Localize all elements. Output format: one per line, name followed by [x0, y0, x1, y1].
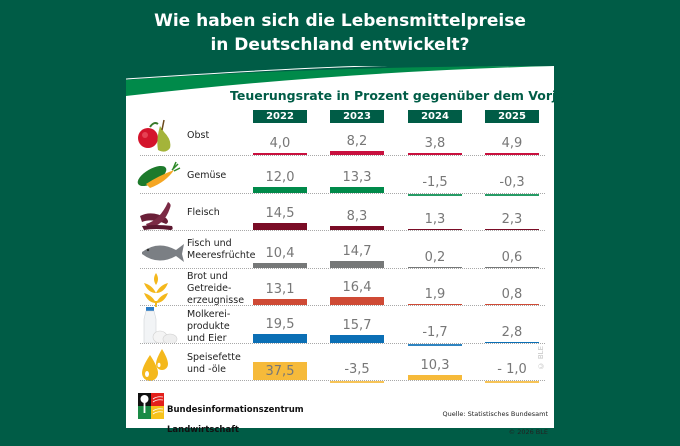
- bar-speisefette-und-öle-2025: [485, 381, 539, 383]
- value-label-molkerei-produkte-und-eier-2022: 19,5: [265, 316, 295, 332]
- row-baseline: [140, 155, 545, 156]
- decorative-swoosh: [126, 66, 554, 96]
- value-label-gemüse-2024: -1,5: [422, 175, 448, 190]
- bar-fisch-und-meeresfrüchte-2024: [408, 266, 462, 268]
- bar-brot-und-getreide-erzeugnisse-2022: [253, 298, 307, 305]
- row-label-fisch-und-meeresfrüchte: Fisch und Meeresfrüchte: [187, 238, 256, 261]
- title-line-2: in Deutschland entwickelt?: [210, 35, 470, 55]
- value-label-obst-2023: 8,2: [346, 134, 368, 150]
- bar-fisch-und-meeresfrüchte-2025: [485, 266, 539, 268]
- source-credit: Quelle: Statistisches Bundesamt © 2026 B…: [443, 401, 548, 446]
- value-label-gemüse-2022: 12,0: [265, 170, 295, 186]
- value-label-speisefette-und-öle-2025: - 1,0: [497, 362, 527, 377]
- value-label-fleisch-2025: 2,3: [501, 211, 523, 227]
- sausage-icon: [140, 202, 173, 230]
- bar-molkerei-produkte-und-eier-2024: [408, 344, 462, 346]
- value-label-brot-und-getreide-erzeugnisse-2025: 0,8: [501, 286, 523, 302]
- fish-icon: [142, 244, 184, 262]
- bar-molkerei-produkte-und-eier-2022: [253, 333, 307, 343]
- bar-gemüse-2025: [485, 194, 539, 196]
- title-line-1: Wie haben sich die Lebensmittelpreise: [154, 11, 526, 31]
- fruit-icon: [138, 119, 171, 152]
- year-header-2022: 2022: [253, 110, 307, 123]
- bar-brot-und-getreide-erzeugnisse-2024: [408, 303, 462, 305]
- org-line-1: Bundesinformationszentrum: [167, 405, 304, 415]
- grain-icon: [144, 273, 168, 307]
- value-label-gemüse-2025: -0,3: [499, 175, 525, 190]
- chart-card: [126, 66, 554, 428]
- org-line-2: Landwirtschaft: [167, 425, 239, 435]
- source-line-2: © 2026 BLE: [508, 428, 548, 436]
- row-baseline: [140, 193, 545, 194]
- oil-drops-icon: [142, 349, 168, 381]
- vegetable-icon: [137, 161, 181, 188]
- row-baseline: [140, 343, 545, 344]
- bar-brot-und-getreide-erzeugnisse-2023: [330, 297, 384, 305]
- bar-fleisch-2022: [253, 223, 307, 230]
- bar-molkerei-produkte-und-eier-2023: [330, 335, 384, 343]
- bar-fleisch-2023: [330, 226, 384, 230]
- value-label-fisch-und-meeresfrüchte-2022: 10,4: [265, 246, 295, 261]
- value-label-molkerei-produkte-und-eier-2025: 2,8: [501, 324, 523, 340]
- row-label-brot-und-getreide-erzeugnisse: Brot und Getreide- erzeugnisse: [187, 271, 245, 306]
- row-baseline: [140, 268, 545, 269]
- row-label-speisefette-und-öle: Speisefette und -öle: [187, 352, 241, 375]
- bar-gemüse-2024: [408, 194, 462, 196]
- bar-obst-2025: [485, 152, 539, 155]
- source-line-1: Quelle: Statistisches Bundesamt: [442, 410, 548, 418]
- milk-eggs-icon: [143, 307, 178, 343]
- value-label-obst-2024: 3,8: [424, 136, 446, 152]
- vertical-credit: © BLE: [537, 346, 545, 370]
- ble-logo-icon: [138, 393, 164, 419]
- value-label-brot-und-getreide-erzeugnisse-2023: 16,4: [342, 280, 372, 296]
- bar-obst-2024: [408, 153, 462, 155]
- value-label-fleisch-2022: 14,5: [265, 206, 295, 222]
- bar-molkerei-produkte-und-eier-2025: [485, 341, 539, 343]
- bar-speisefette-und-öle-2022: [253, 362, 307, 380]
- year-header-2024: 2024: [408, 110, 462, 123]
- value-label-molkerei-produkte-und-eier-2024: -1,7: [422, 325, 448, 340]
- value-label-fisch-und-meeresfrüchte-2024: 0,2: [424, 249, 446, 265]
- row-baseline: [140, 380, 545, 381]
- row-baseline: [140, 230, 545, 231]
- bar-speisefette-und-öle-2023: [330, 381, 384, 383]
- value-label-fleisch-2024: 1,3: [424, 211, 446, 227]
- value-label-gemüse-2023: 13,3: [342, 169, 372, 185]
- year-header-2023: 2023: [330, 110, 384, 123]
- bar-speisefette-und-öle-2024: [408, 375, 462, 380]
- page-title: Wie haben sich die Lebensmittelpreise in…: [0, 9, 680, 57]
- bar-obst-2022: [253, 153, 307, 155]
- value-label-fleisch-2023: 8,3: [346, 209, 368, 225]
- bar-fisch-und-meeresfrüchte-2022: [253, 263, 307, 268]
- bar-fisch-und-meeresfrüchte-2023: [330, 260, 384, 268]
- value-label-speisefette-und-öle-2024: 10,3: [420, 358, 450, 374]
- value-label-obst-2025: 4,9: [501, 135, 523, 151]
- row-baseline: [140, 305, 545, 306]
- chart-subtitle: Teuerungsrate in Prozent gegenüber dem V…: [230, 88, 580, 103]
- value-label-obst-2022: 4,0: [269, 136, 291, 152]
- value-label-speisefette-und-öle-2023: -3,5: [344, 362, 370, 377]
- value-label-fisch-und-meeresfrüchte-2025: 0,6: [501, 249, 523, 265]
- organization-name: Bundesinformationszentrum Landwirtschaft: [167, 395, 304, 445]
- bar-brot-und-getreide-erzeugnisse-2025: [485, 303, 539, 305]
- value-label-fisch-und-meeresfrüchte-2023: 14,7: [342, 243, 372, 259]
- value-label-brot-und-getreide-erzeugnisse-2024: 1,9: [424, 286, 446, 302]
- bar-gemüse-2022: [253, 187, 307, 193]
- bar-fleisch-2025: [485, 228, 539, 230]
- year-header-2025: 2025: [485, 110, 539, 123]
- row-label-molkerei-produkte-und-eier: Molkerei- produkte und Eier: [187, 309, 231, 344]
- value-label-brot-und-getreide-erzeugnisse-2022: 13,1: [265, 281, 295, 297]
- bar-gemüse-2023: [330, 186, 384, 193]
- value-label-speisefette-und-öle-2022: 37,5: [265, 364, 295, 379]
- value-label-molkerei-produkte-und-eier-2023: 15,7: [342, 318, 372, 334]
- row-label-obst: Obst: [187, 130, 210, 141]
- bar-obst-2023: [330, 151, 384, 155]
- row-label-gemüse: Gemüse: [187, 170, 227, 181]
- bar-fleisch-2024: [408, 228, 462, 230]
- row-label-fleisch: Fleisch: [187, 207, 220, 218]
